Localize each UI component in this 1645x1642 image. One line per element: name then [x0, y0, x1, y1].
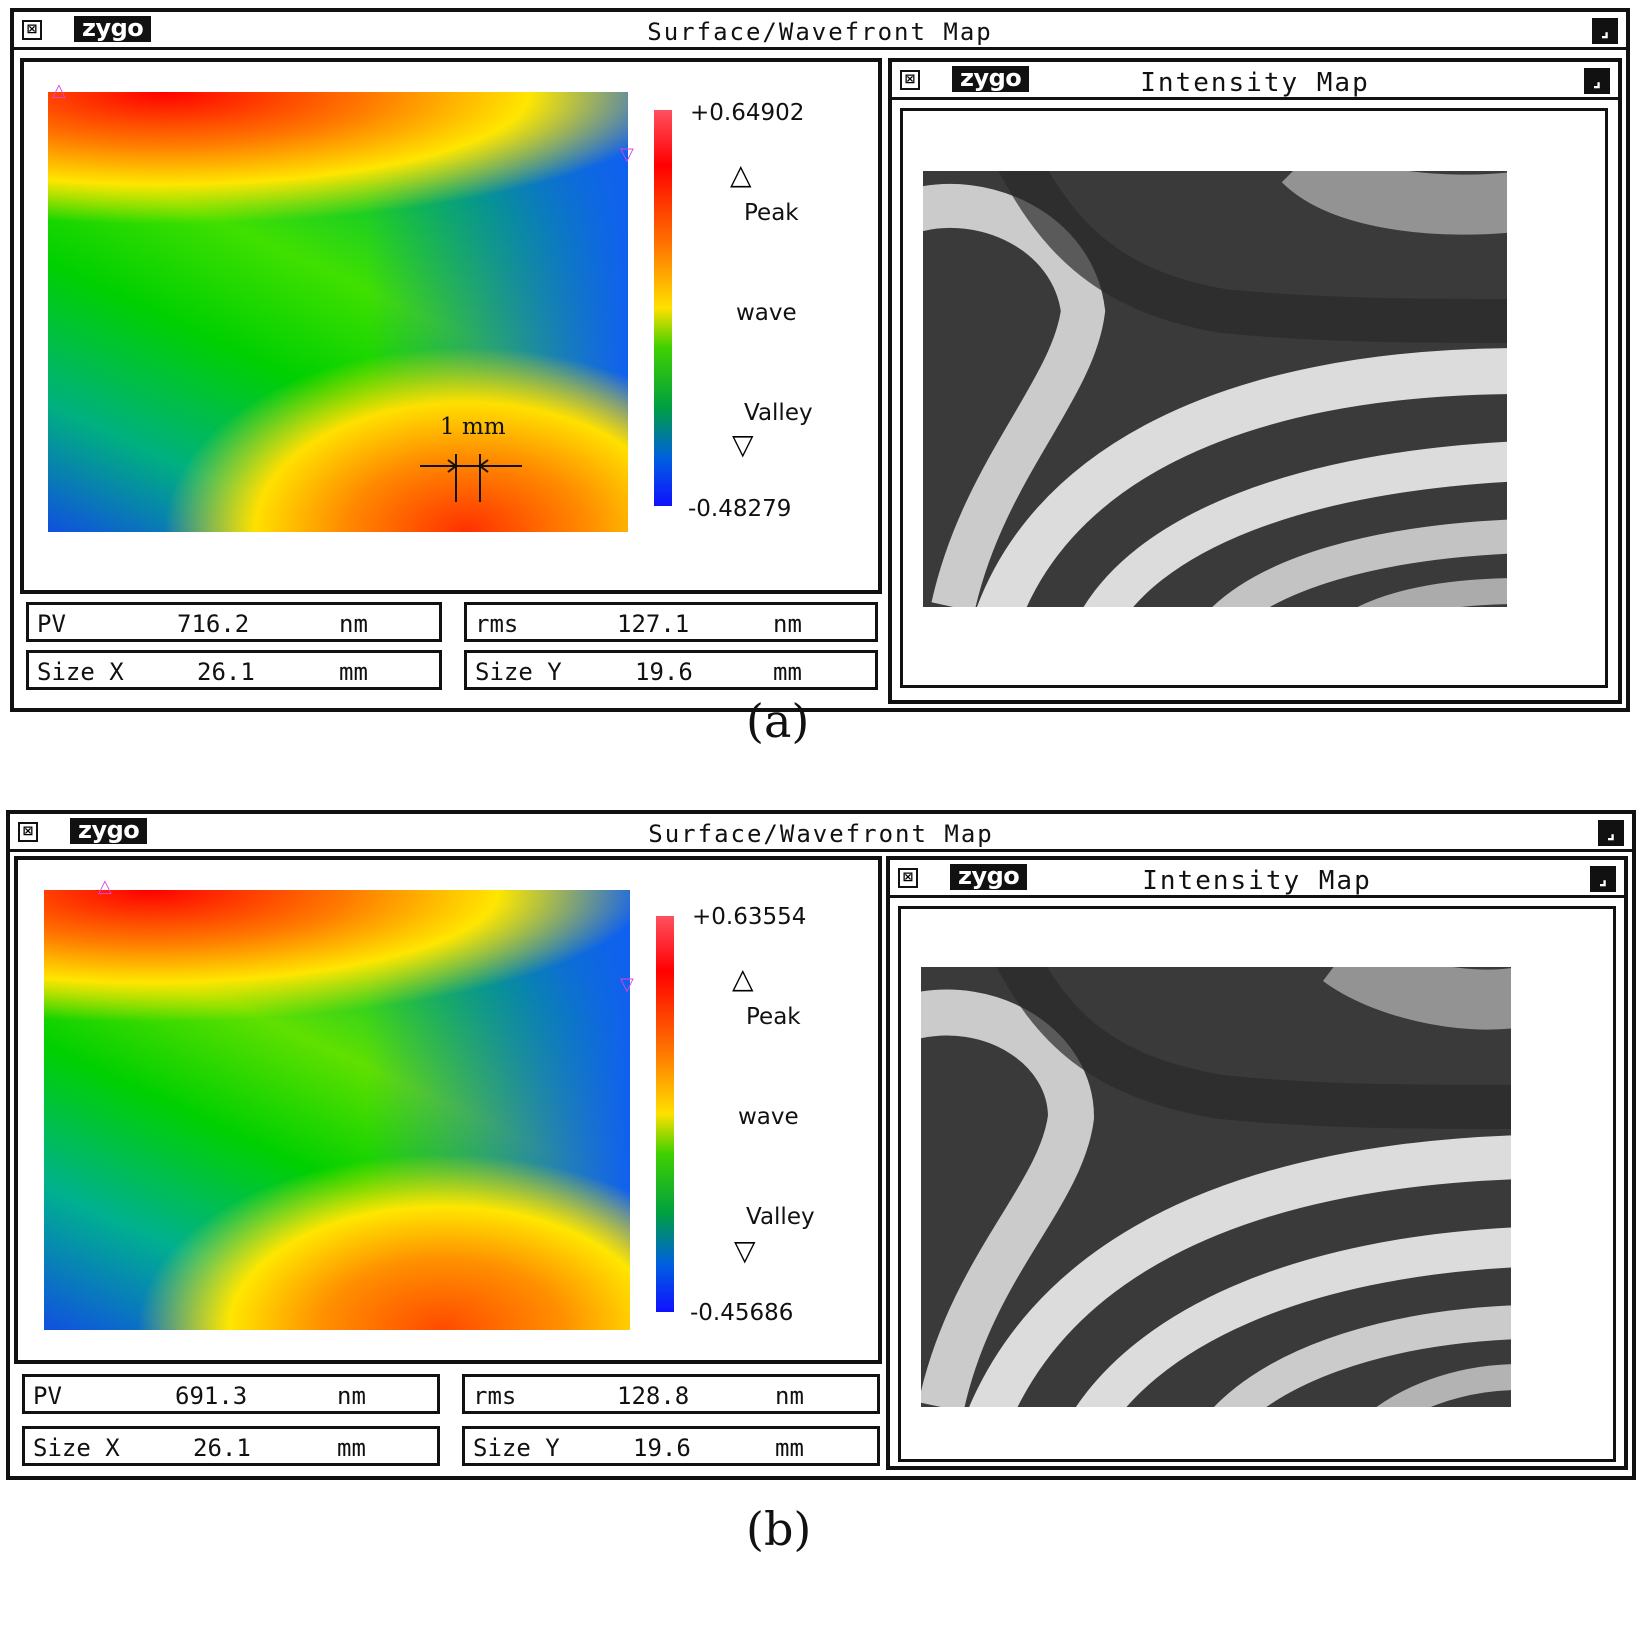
stat-pv: PV 716.2 nm	[26, 602, 442, 642]
surface-map-window: ⊠ zygo Surface/Wavefront Map ⌟ △ ▽ 1 mm …	[10, 8, 1630, 712]
zygo-logo: zygo	[952, 66, 1030, 92]
window-titlebar: ⊠ zygo Surface/Wavefront Map ⌟	[14, 12, 1626, 50]
stat-pv-value: 716.2	[177, 610, 250, 638]
stat-pv-label: PV	[33, 1382, 62, 1410]
window-title: Surface/Wavefront Map	[647, 18, 993, 46]
stat-size-x-value: 26.1	[197, 658, 255, 686]
valley-marker-icon: ▽	[620, 144, 634, 165]
window-titlebar: ⊠ zygo Surface/Wavefront Map ⌟	[10, 814, 1632, 852]
surface-map-area: △ ▽ +0.63554 △ Peak wave Valley ▽ -0.456…	[14, 856, 882, 1364]
stat-size-y-value: 19.6	[633, 1434, 691, 1462]
stat-rms-unit: nm	[773, 610, 802, 638]
close-box-icon[interactable]: ⊠	[22, 20, 42, 40]
stat-rms: rms 127.1 nm	[464, 602, 878, 642]
stat-size-x-label: Size X	[37, 658, 124, 686]
intensity-title: Intensity Map	[1140, 68, 1370, 98]
stat-rms-label: rms	[473, 1382, 517, 1410]
intensity-titlebar: ⊠ zygo Intensity Map ⌟	[892, 62, 1618, 100]
stat-pv-unit: nm	[337, 1382, 366, 1410]
stat-pv-label: PV	[37, 610, 66, 638]
intensity-fringe-image	[923, 171, 1507, 607]
stat-size-y-unit: mm	[773, 658, 802, 686]
scale-valley-label: Valley	[744, 400, 813, 426]
stat-size-y-unit: mm	[775, 1434, 804, 1462]
scale-max: +0.64902	[690, 100, 805, 126]
panel-a: ⊠ zygo Surface/Wavefront Map ⌟ △ ▽ 1 mm …	[0, 0, 1645, 820]
surface-colormap	[48, 92, 628, 532]
intensity-image-area	[900, 108, 1608, 688]
stat-size-x-unit: mm	[339, 658, 368, 686]
surface-colormap	[44, 890, 630, 1330]
resize-corner-icon[interactable]: ⌟	[1598, 820, 1624, 846]
stat-size-x-label: Size X	[33, 1434, 120, 1462]
stat-size-x: Size X 26.1 mm	[22, 1426, 440, 1466]
close-box-icon[interactable]: ⊠	[898, 868, 918, 888]
close-box-icon[interactable]: ⊠	[18, 822, 38, 842]
intensity-fringe-image	[921, 967, 1511, 1407]
surface-map-window: ⊠ zygo Surface/Wavefront Map ⌟ △ ▽ +0.63…	[6, 810, 1636, 1480]
stat-rms-value: 128.8	[617, 1382, 690, 1410]
stat-size-y-value: 19.6	[635, 658, 693, 686]
stat-size-x-unit: mm	[337, 1434, 366, 1462]
zygo-logo: zygo	[950, 864, 1028, 890]
intensity-map-window: ⊠ zygo Intensity Map ⌟	[888, 58, 1622, 704]
peak-marker-icon: △	[98, 876, 112, 897]
panel-b: ⊠ zygo Surface/Wavefront Map ⌟ △ ▽ +0.63…	[0, 808, 1645, 1628]
stat-pv: PV 691.3 nm	[22, 1374, 440, 1414]
valley-triangle-icon: ▽	[734, 1234, 756, 1267]
resize-corner-icon[interactable]: ⌟	[1584, 68, 1610, 94]
colorbar	[656, 916, 674, 1312]
stat-size-y: Size Y 19.6 mm	[464, 650, 878, 690]
stat-rms-label: rms	[475, 610, 519, 638]
stat-size-y-label: Size Y	[473, 1434, 560, 1462]
peak-marker-icon: △	[52, 80, 66, 101]
scale-valley-label: Valley	[746, 1204, 815, 1230]
zygo-logo: zygo	[70, 818, 148, 844]
zygo-logo: zygo	[74, 16, 152, 42]
valley-marker-icon: ▽	[620, 974, 634, 995]
panel-label: (b)	[746, 1502, 812, 1556]
window-title: Surface/Wavefront Map	[648, 820, 994, 848]
close-box-icon[interactable]: ⊠	[900, 70, 920, 90]
stat-size-x-value: 26.1	[193, 1434, 251, 1462]
intensity-title: Intensity Map	[1142, 866, 1372, 896]
scale-peak-label: Peak	[746, 1004, 801, 1030]
stat-rms-unit: nm	[775, 1382, 804, 1410]
scale-min: -0.48279	[688, 496, 792, 522]
stat-size-x: Size X 26.1 mm	[26, 650, 442, 690]
stat-size-y-label: Size Y	[475, 658, 562, 686]
stat-size-y: Size Y 19.6 mm	[462, 1426, 880, 1466]
peak-triangle-icon: △	[732, 962, 754, 995]
scalebar-label: 1 mm	[440, 414, 506, 440]
scale-max: +0.63554	[692, 904, 807, 930]
scale-min: -0.45686	[690, 1300, 794, 1326]
stat-pv-value: 691.3	[175, 1382, 248, 1410]
stat-rms: rms 128.8 nm	[462, 1374, 880, 1414]
scale-unit-label: wave	[736, 300, 797, 326]
peak-triangle-icon: △	[730, 158, 752, 191]
surface-map-area: △ ▽ 1 mm +0.64902 △ Peak wave Valley ▽ -…	[20, 58, 882, 594]
stat-pv-unit: nm	[339, 610, 368, 638]
panel-label: (a)	[746, 694, 810, 748]
resize-corner-icon[interactable]: ⌟	[1590, 866, 1616, 892]
intensity-image-area	[898, 906, 1616, 1462]
scalebar-mark	[420, 454, 522, 502]
intensity-map-window: ⊠ zygo Intensity Map ⌟	[886, 856, 1628, 1470]
scale-unit-label: wave	[738, 1104, 799, 1130]
intensity-titlebar: ⊠ zygo Intensity Map ⌟	[890, 860, 1624, 898]
scale-peak-label: Peak	[744, 200, 799, 226]
stat-rms-value: 127.1	[617, 610, 690, 638]
valley-triangle-icon: ▽	[732, 428, 754, 461]
colorbar	[654, 110, 672, 506]
resize-corner-icon[interactable]: ⌟	[1592, 18, 1618, 44]
